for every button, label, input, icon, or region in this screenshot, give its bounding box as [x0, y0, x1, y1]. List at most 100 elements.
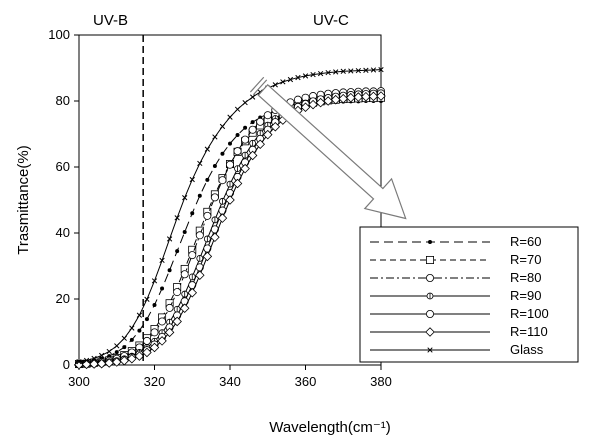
- legend-label: Glass: [510, 342, 544, 357]
- data-point-r-90: [188, 273, 196, 281]
- data-point-r-90: [196, 255, 204, 262]
- data-point-r-110: [202, 251, 213, 262]
- data-point-r-110: [270, 121, 281, 132]
- data-point-r-110: [119, 355, 130, 366]
- data-point-r-110: [353, 92, 364, 102]
- data-point-r-80: [180, 270, 189, 279]
- legend-label: R=90: [510, 288, 541, 303]
- data-point-glass: [174, 215, 180, 221]
- data-point-glass: [129, 325, 135, 331]
- legend-item-r-70: R=70: [370, 252, 541, 267]
- legend-marker: [425, 327, 435, 337]
- legend-label: R=100: [510, 306, 549, 321]
- data-point-r-90: [226, 180, 234, 188]
- legend-item-r-60: R=60: [370, 234, 541, 249]
- data-point-glass: [227, 114, 233, 120]
- data-point-r-110: [81, 359, 92, 370]
- data-point-glass: [197, 160, 203, 167]
- data-point-glass: [348, 68, 354, 74]
- data-point-r-110: [210, 232, 220, 243]
- data-point-r-110: [240, 163, 250, 174]
- data-point-r-110: [142, 347, 152, 358]
- y-tick-label: 0: [63, 357, 70, 372]
- data-point-r-60: [137, 328, 142, 333]
- data-point-r-110: [308, 99, 318, 110]
- data-point-r-110: [376, 91, 386, 101]
- data-point-glass: [91, 355, 97, 362]
- data-point-r-110: [217, 213, 228, 223]
- data-point-r-60: [205, 177, 210, 182]
- data-point-r-110: [255, 139, 265, 149]
- data-point-r-80: [293, 95, 302, 104]
- legend-item-r-90: R=90: [370, 288, 541, 303]
- data-point-glass: [295, 74, 301, 81]
- series-layer: [74, 66, 386, 370]
- series-line-r-60: [78, 100, 381, 364]
- series-r-110: [74, 91, 386, 370]
- data-point-r-110: [195, 270, 205, 281]
- data-point-glass: [363, 67, 369, 73]
- data-point-r-110: [179, 303, 190, 314]
- data-point-glass: [219, 123, 226, 130]
- legend-marker: [425, 255, 434, 264]
- arrow-tail-lines: [249, 76, 268, 96]
- axes: 0 20 40 60 80 100 300 320 340 360 380: [48, 27, 392, 389]
- data-point-r-60: [250, 120, 255, 125]
- data-point-glass: [159, 257, 165, 264]
- data-point-r-110: [338, 93, 349, 104]
- data-point-r-110: [361, 91, 371, 102]
- data-point-r-80: [150, 328, 159, 337]
- legend-label: R=60: [510, 234, 541, 249]
- data-point-glass: [287, 76, 294, 83]
- data-point-r-110: [262, 129, 273, 140]
- region-label-uvc: UV-C: [313, 12, 349, 29]
- series-r-80: [75, 87, 385, 369]
- legend-label: R=110: [510, 324, 548, 339]
- data-point-r-80: [233, 147, 242, 156]
- data-point-glass: [310, 71, 316, 78]
- legend-item-r-80: R=80: [370, 270, 541, 285]
- data-point-r-110: [346, 92, 356, 103]
- data-point-r-110: [225, 195, 235, 205]
- trend-arrow: [249, 76, 407, 220]
- legend-item-r-100: R=100: [370, 306, 549, 321]
- data-point-glass: [121, 335, 127, 341]
- data-point-r-110: [300, 102, 311, 113]
- data-point-r-80: [248, 125, 257, 134]
- data-point-r-110: [157, 336, 167, 346]
- data-point-r-80: [218, 176, 227, 185]
- data-point-r-60: [129, 337, 134, 342]
- data-point-glass: [98, 352, 105, 359]
- data-point-glass: [114, 343, 120, 349]
- data-point-r-60: [122, 345, 127, 350]
- data-point-r-60: [152, 302, 157, 307]
- data-point-r-60: [243, 125, 248, 130]
- data-point-r-90: [203, 235, 211, 243]
- legend-marker: [425, 309, 434, 318]
- data-point-r-80: [188, 251, 197, 260]
- data-point-r-80: [210, 193, 219, 202]
- data-point-glass: [182, 195, 188, 201]
- data-point-r-80: [256, 117, 265, 126]
- y-tick-label: 80: [56, 93, 70, 108]
- data-point-r-80: [195, 231, 204, 240]
- series-glass: [76, 66, 384, 365]
- data-point-r-90: [234, 165, 241, 173]
- data-point-r-80: [225, 160, 234, 169]
- series-line-r-70: [78, 97, 382, 365]
- y-tick-label: 40: [56, 225, 70, 240]
- arrow-shape: [257, 83, 407, 220]
- data-point-glass: [325, 69, 331, 76]
- data-point-glass: [83, 357, 90, 364]
- x-tick-label: 320: [144, 374, 166, 389]
- data-point-r-60: [220, 151, 225, 156]
- data-point-glass: [249, 94, 256, 100]
- data-point-r-60: [197, 193, 202, 198]
- data-point-r-80: [241, 135, 250, 144]
- data-point-r-80: [158, 317, 167, 326]
- data-point-r-110: [149, 342, 160, 353]
- series-line-r-110: [78, 95, 382, 366]
- data-point-r-110: [164, 327, 175, 338]
- data-point-glass: [242, 99, 248, 106]
